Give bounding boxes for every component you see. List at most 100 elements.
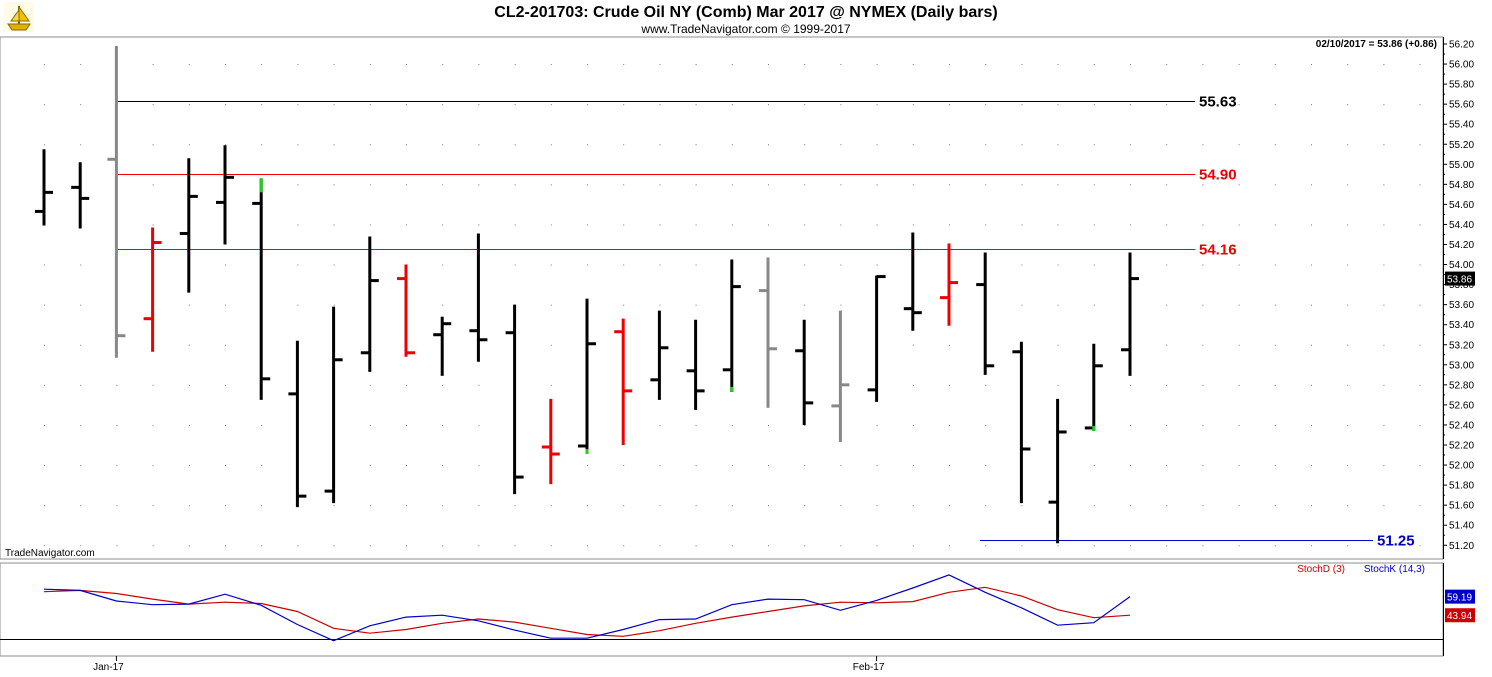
grid-dot bbox=[44, 344, 45, 346]
grid-dot bbox=[985, 465, 987, 467]
grid-dot bbox=[478, 465, 480, 467]
grid-dot bbox=[44, 424, 45, 426]
grid-dot bbox=[1021, 104, 1023, 106]
grid-dot bbox=[1419, 264, 1421, 266]
grid-dot bbox=[514, 264, 516, 266]
ohlc-bar bbox=[360, 236, 379, 372]
grid-dot bbox=[876, 505, 878, 507]
grid-dot bbox=[949, 144, 950, 146]
grid-dot bbox=[333, 64, 335, 66]
grid-dot bbox=[1166, 224, 1168, 226]
grid-dot bbox=[912, 144, 914, 146]
grid-dot bbox=[1274, 344, 1276, 346]
grid-dot bbox=[1383, 424, 1385, 426]
grid-dot bbox=[1202, 224, 1204, 226]
grid-dot bbox=[188, 64, 190, 66]
grid-dot bbox=[804, 545, 806, 547]
price-tick-label: 52.80 bbox=[1449, 380, 1474, 391]
grid-dot bbox=[116, 424, 118, 426]
grid-dot bbox=[261, 144, 263, 146]
date-tick-label: Feb-17 bbox=[853, 662, 885, 673]
price-tick-label: 51.20 bbox=[1449, 541, 1474, 552]
grid-dot bbox=[44, 465, 45, 467]
stoch-d-legend: StochD (3) bbox=[1297, 564, 1345, 575]
ohlc-bar bbox=[324, 306, 343, 504]
grid-dot bbox=[768, 224, 769, 226]
grid-dot bbox=[333, 505, 335, 507]
grid-dot bbox=[225, 344, 226, 346]
grid-dot bbox=[1274, 64, 1276, 66]
grid-dot bbox=[1057, 184, 1059, 186]
grid-dot bbox=[1202, 424, 1204, 426]
grid-dot bbox=[80, 545, 82, 547]
grid-dot bbox=[1057, 104, 1059, 106]
grid-dot bbox=[804, 64, 806, 66]
grid-dot bbox=[1238, 424, 1240, 426]
grid-dot bbox=[550, 144, 552, 146]
grid-dot bbox=[1419, 545, 1421, 547]
grid-dot bbox=[623, 64, 625, 66]
grid-dot bbox=[1419, 344, 1421, 346]
ohlc-bar bbox=[252, 178, 271, 400]
grid-dot bbox=[369, 184, 371, 186]
grid-dot bbox=[1383, 184, 1385, 186]
price-tick-label: 53.40 bbox=[1449, 320, 1474, 331]
ohlc-bar bbox=[831, 310, 850, 442]
ohlc-bar bbox=[216, 145, 234, 245]
grid-dot bbox=[225, 304, 226, 306]
grid-dot bbox=[1057, 64, 1059, 66]
price-tick-label: 55.20 bbox=[1449, 140, 1474, 151]
grid-dot bbox=[695, 505, 697, 507]
grid-dot bbox=[1383, 304, 1385, 306]
grid-dot bbox=[333, 545, 335, 547]
grid-dot bbox=[1347, 465, 1349, 467]
grid-dot bbox=[1347, 264, 1349, 266]
grid-dot bbox=[1274, 545, 1276, 547]
grid-dot bbox=[1238, 184, 1240, 186]
grid-dot bbox=[1274, 144, 1276, 146]
grid-dot bbox=[261, 104, 263, 106]
grid-dot bbox=[261, 545, 263, 547]
grid-dot bbox=[369, 104, 371, 106]
grid-dot bbox=[1166, 505, 1168, 507]
grid-dot bbox=[985, 424, 987, 426]
price-tick-label: 55.80 bbox=[1449, 80, 1474, 91]
grid-dot bbox=[768, 144, 769, 146]
grid-dot bbox=[297, 304, 299, 306]
grid-dot bbox=[587, 64, 588, 66]
grid-dot bbox=[369, 144, 371, 146]
grid-dot bbox=[44, 545, 45, 547]
grid-dot bbox=[768, 505, 769, 507]
grid-dot bbox=[1383, 465, 1385, 467]
grid-dot bbox=[876, 465, 878, 467]
grid-dot bbox=[442, 545, 444, 547]
grid-dot bbox=[406, 545, 407, 547]
grid-dot bbox=[804, 424, 806, 426]
grid-dot bbox=[1202, 264, 1204, 266]
grid-dot bbox=[623, 144, 625, 146]
grid-dot bbox=[804, 224, 806, 226]
grid-dot bbox=[1347, 545, 1349, 547]
grid-dot bbox=[659, 304, 661, 306]
grid-dot bbox=[1057, 304, 1059, 306]
grid-dot bbox=[406, 384, 407, 386]
grid-dot bbox=[44, 64, 45, 66]
grid-dot bbox=[840, 64, 842, 66]
grid-dot bbox=[369, 64, 371, 66]
ohlc-bar bbox=[71, 162, 90, 229]
last-info: 02/10/2017 = 53.86 (+0.86) bbox=[1316, 39, 1437, 50]
grid-dot bbox=[1093, 264, 1095, 266]
grid-dot bbox=[442, 304, 444, 306]
grid-dot bbox=[659, 144, 661, 146]
ohlc-bar bbox=[976, 252, 995, 375]
stoch-k-badge bbox=[1445, 589, 1475, 604]
grid-dot bbox=[695, 224, 697, 226]
grid-dot bbox=[478, 384, 480, 386]
grid-dot bbox=[804, 184, 806, 186]
grid-dot bbox=[1383, 144, 1385, 146]
grid-dot bbox=[225, 545, 226, 547]
grid-dot bbox=[225, 465, 226, 467]
stoch-d-badge bbox=[1445, 608, 1475, 623]
grid-dot bbox=[550, 264, 552, 266]
grid-dot bbox=[188, 144, 190, 146]
